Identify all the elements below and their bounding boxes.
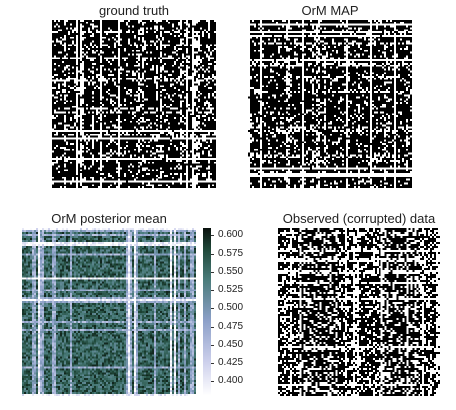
observed-matrix (278, 228, 440, 396)
colorbar-tick-mark (211, 235, 214, 236)
colorbar-tick-mark (211, 254, 214, 255)
colorbar-tick-label: 0.600 (218, 229, 244, 240)
posterior-mean-heatmap (22, 228, 196, 396)
colorbar-tick-label: 0.550 (218, 266, 244, 277)
colorbar-tick-label: 0.425 (218, 357, 244, 368)
colorbar-tick-label: 0.475 (218, 321, 244, 332)
posterior-mean-title: OrM posterior mean (51, 211, 167, 226)
colorbar-tick-mark (211, 308, 214, 309)
colorbar-tick-label: 0.450 (218, 339, 244, 350)
ground-truth-title: ground truth (98, 3, 170, 18)
colorbar-tick-mark (211, 345, 214, 346)
orm-map-matrix (248, 20, 412, 188)
colorbar-tick-label: 0.525 (218, 284, 244, 295)
colorbar-tick-mark (211, 381, 214, 382)
colorbar-tick-label: 0.400 (218, 375, 244, 386)
colorbar-tick-mark (211, 272, 214, 273)
colorbar-tick-mark (211, 363, 214, 364)
colorbar-tick-label: 0.575 (218, 248, 244, 259)
observed-title: Observed (corrupted) data (282, 211, 436, 226)
orm-map-title: OrM MAP (301, 3, 359, 18)
colorbar-gradient (203, 228, 211, 396)
colorbar-tick-mark (211, 290, 214, 291)
colorbar-tick-label: 0.500 (218, 302, 244, 313)
colorbar-tick-mark (211, 327, 214, 328)
ground-truth-matrix (52, 20, 216, 188)
